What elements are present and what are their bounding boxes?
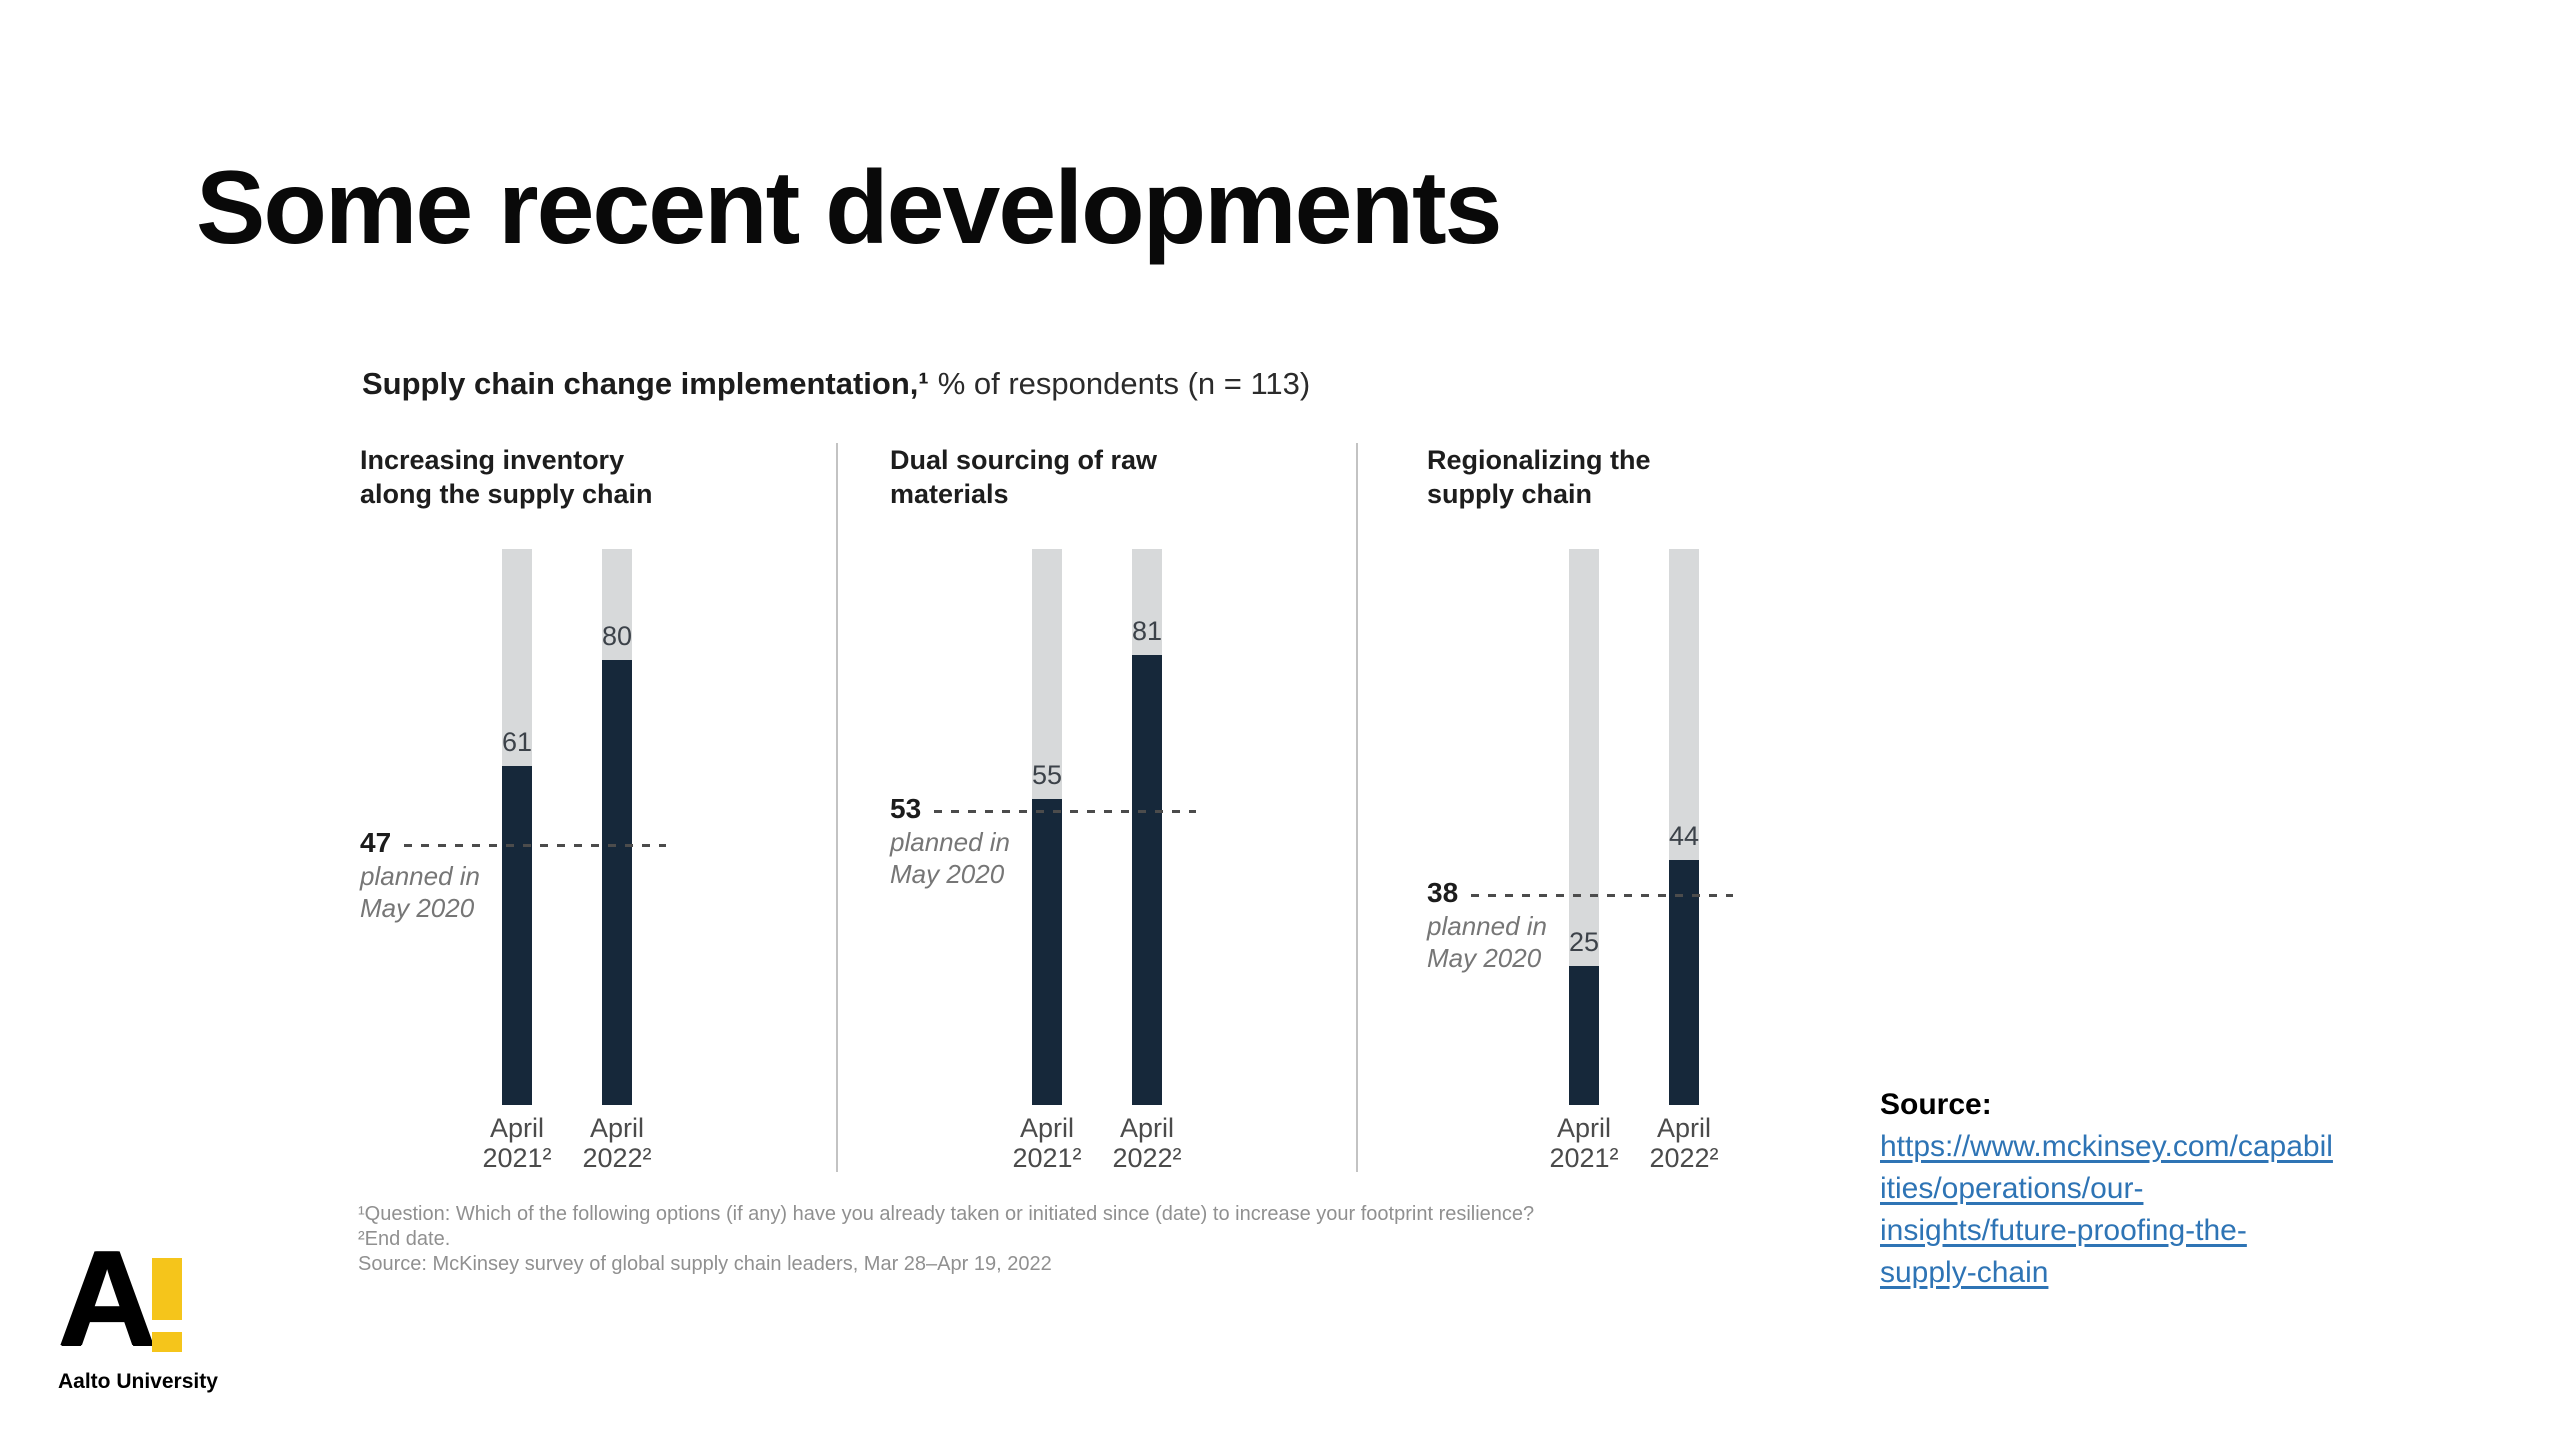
planned-caption: planned in May 2020 [1427, 911, 1547, 973]
footnote-end-date: ²End date. [358, 1228, 451, 1250]
bar-value-label: 80 [601, 621, 633, 651]
bar-value-label: 61 [501, 727, 533, 757]
page-title: Some recent developments [196, 150, 1502, 266]
bar-april-2021: 61 [502, 549, 532, 1105]
panel-header: Dual sourcing of raw materials [890, 445, 1158, 509]
planned-dash-line [934, 810, 1196, 813]
bar-fill [502, 766, 532, 1105]
source-block: Source: https://www.mckinsey.com/capabil… [1880, 1084, 2380, 1294]
planned-caption: planned in May 2020 [360, 861, 480, 923]
chart-panel-dual-sourcing: Dual sourcing of raw materials 55 81 53 … [890, 443, 1360, 1213]
bar-april-2022: 80 [602, 549, 632, 1105]
planned-value: 38 [1427, 877, 1459, 908]
x-label-april-2022: April 2022² [582, 1113, 652, 1173]
aalto-logo: A Aalto University [58, 1230, 288, 1416]
panel-divider-2 [1356, 443, 1358, 1172]
x-label-april-2021: April 2021² [1549, 1113, 1619, 1173]
panel-divider-1 [836, 443, 838, 1172]
source-label: Source: [1880, 1088, 1992, 1121]
chart-title-subtitle: % of respondents (n = 113) [937, 366, 1311, 401]
source-link-line-4[interactable]: supply-chain [1880, 1256, 2049, 1289]
source-link-line-3[interactable]: insights/future-proofing-the- [1880, 1214, 2247, 1247]
planned-caption: planned in May 2020 [890, 827, 1010, 889]
bar-value-label: 81 [1131, 616, 1163, 646]
chart-title-bold: Supply chain change implementation,¹ [362, 366, 929, 401]
chart-panel-increasing-inventory: Increasing inventory along the supply ch… [360, 443, 830, 1213]
bar-april-2022: 81 [1132, 549, 1162, 1105]
aalto-logo-letter: A [58, 1222, 157, 1374]
panel-header: Regionalizing the supply chain [1427, 445, 1651, 509]
aalto-logo-exclamation-dot [152, 1332, 182, 1352]
x-label-april-2022: April 2022² [1649, 1113, 1719, 1173]
footnote-source: Source: McKinsey survey of global supply… [358, 1253, 1052, 1275]
planned-dash-line [404, 844, 666, 847]
source-link-line-2[interactable]: ities/operations/our- [1880, 1172, 2144, 1205]
bar-april-2022: 44 [1669, 549, 1699, 1105]
bar-fill [1569, 966, 1599, 1105]
bar-fill [1132, 655, 1162, 1105]
bar-value-label: 25 [1568, 927, 1600, 957]
panel-header: Increasing inventory along the supply ch… [360, 445, 653, 509]
aalto-logo-exclamation-bar [152, 1258, 182, 1320]
x-label-april-2021: April 2021² [482, 1113, 552, 1173]
bar-fill [1032, 799, 1062, 1105]
source-link-line-1[interactable]: https://www.mckinsey.com/capabil [1880, 1130, 2333, 1163]
planned-dash-line [1471, 894, 1733, 897]
chart-panel-regionalizing: Regionalizing the supply chain 25 44 38 … [1427, 443, 1897, 1213]
bar-april-2021: 25 [1569, 549, 1599, 1105]
aalto-logo-wordmark: Aalto University [58, 1370, 218, 1393]
bar-value-label: 55 [1031, 760, 1063, 790]
chart-footnotes: ¹Question: Which of the following option… [358, 1202, 1534, 1277]
x-label-april-2021: April 2021² [1012, 1113, 1082, 1173]
bar-april-2021: 55 [1032, 549, 1062, 1105]
bar-fill [602, 660, 632, 1105]
footnote-question: ¹Question: Which of the following option… [358, 1203, 1535, 1225]
chart-title: Supply chain change implementation,¹% of… [362, 366, 1310, 402]
planned-value: 47 [360, 827, 392, 858]
bar-value-label: 44 [1668, 821, 1700, 851]
x-label-april-2022: April 2022² [1112, 1113, 1182, 1173]
planned-value: 53 [890, 793, 922, 824]
bar-fill [1669, 860, 1699, 1105]
